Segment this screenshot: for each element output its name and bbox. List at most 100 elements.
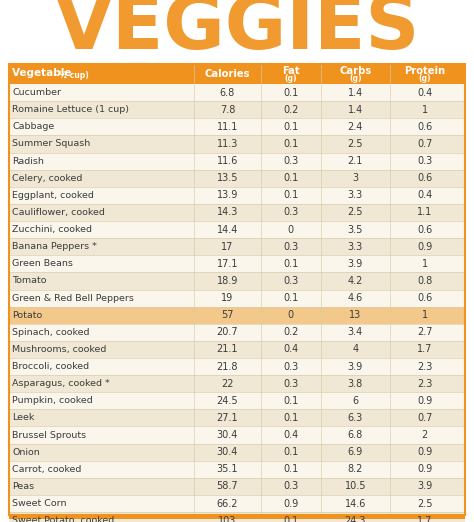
Text: 7.8: 7.8: [220, 105, 235, 115]
Text: Summer Squash: Summer Squash: [12, 139, 91, 148]
Text: 3.4: 3.4: [348, 327, 363, 337]
Text: 3.3: 3.3: [348, 191, 363, 200]
Text: 0.3: 0.3: [283, 362, 299, 372]
Bar: [9, 84, 465, 101]
Text: 13: 13: [349, 310, 362, 320]
Text: 0.9: 0.9: [417, 396, 432, 406]
Text: Pumpkin, cooked: Pumpkin, cooked: [12, 396, 93, 405]
Text: 0.4: 0.4: [283, 345, 299, 354]
Text: Potato: Potato: [12, 311, 43, 319]
Bar: [9, 444, 465, 461]
Text: Cabbage: Cabbage: [12, 122, 55, 132]
Text: 3.5: 3.5: [347, 224, 363, 234]
Text: Carbs: Carbs: [339, 66, 372, 76]
Text: 0: 0: [288, 224, 294, 234]
Text: (g): (g): [349, 74, 362, 83]
Bar: [9, 512, 465, 522]
Text: 103: 103: [218, 516, 237, 522]
Text: 1: 1: [422, 259, 428, 269]
Text: 11.1: 11.1: [217, 122, 238, 132]
Text: 0.1: 0.1: [283, 122, 299, 132]
Text: Sweet Potato, cooked: Sweet Potato, cooked: [12, 516, 115, 522]
Text: 2.4: 2.4: [347, 122, 363, 132]
Bar: [9, 170, 465, 187]
Text: Sweet Corn: Sweet Corn: [12, 499, 67, 508]
Text: 58.7: 58.7: [217, 481, 238, 491]
Text: Broccoli, cooked: Broccoli, cooked: [12, 362, 90, 371]
Text: 2.1: 2.1: [347, 156, 363, 166]
Text: Zucchini, cooked: Zucchini, cooked: [12, 225, 92, 234]
Bar: [9, 238, 465, 255]
Bar: [9, 255, 465, 272]
Bar: [9, 306, 465, 324]
Text: 6.3: 6.3: [348, 413, 363, 423]
Text: 1: 1: [422, 105, 428, 115]
Text: 14.3: 14.3: [217, 207, 238, 218]
Text: Fat: Fat: [282, 66, 300, 76]
Bar: [9, 64, 465, 515]
Text: 3.8: 3.8: [348, 378, 363, 389]
Text: 0.2: 0.2: [283, 105, 299, 115]
Text: 10.5: 10.5: [345, 481, 366, 491]
Text: 24.5: 24.5: [217, 396, 238, 406]
Text: Peas: Peas: [12, 482, 35, 491]
Text: 6: 6: [352, 396, 358, 406]
Text: 3.9: 3.9: [348, 362, 363, 372]
Text: 0.2: 0.2: [283, 327, 299, 337]
Text: Carrot, cooked: Carrot, cooked: [12, 465, 82, 474]
Text: 4: 4: [352, 345, 358, 354]
Text: Mushrooms, cooked: Mushrooms, cooked: [12, 345, 107, 354]
Text: Leek: Leek: [12, 413, 35, 422]
Text: 30.4: 30.4: [217, 447, 238, 457]
Text: 0.3: 0.3: [283, 207, 299, 218]
Text: 24.3: 24.3: [345, 516, 366, 522]
Text: 1.7: 1.7: [417, 345, 432, 354]
Text: 0.3: 0.3: [283, 481, 299, 491]
Text: 4.2: 4.2: [347, 276, 363, 286]
Text: 0.3: 0.3: [283, 156, 299, 166]
Text: Vegetable: Vegetable: [12, 68, 75, 78]
Text: 6.8: 6.8: [220, 88, 235, 98]
Text: Banana Peppers *: Banana Peppers *: [12, 242, 97, 251]
Bar: [9, 375, 465, 392]
Text: Romaine Lettuce (1 cup): Romaine Lettuce (1 cup): [12, 105, 129, 114]
Text: 3.3: 3.3: [348, 242, 363, 252]
Text: 0.9: 0.9: [417, 447, 432, 457]
Text: 0.9: 0.9: [417, 464, 432, 474]
Bar: [9, 341, 465, 358]
Text: 14.6: 14.6: [345, 499, 366, 508]
Text: 21.1: 21.1: [217, 345, 238, 354]
Text: 0.1: 0.1: [283, 447, 299, 457]
Text: Celery, cooked: Celery, cooked: [12, 174, 82, 183]
Text: 11.6: 11.6: [217, 156, 238, 166]
Text: 30.4: 30.4: [217, 430, 238, 440]
Text: 4.6: 4.6: [348, 293, 363, 303]
Text: Cauliflower, cooked: Cauliflower, cooked: [12, 208, 105, 217]
Bar: [9, 204, 465, 221]
Text: 66.2: 66.2: [217, 499, 238, 508]
Text: 0.9: 0.9: [283, 499, 299, 508]
Text: VEGGIES: VEGGIES: [55, 0, 419, 65]
Text: 0.3: 0.3: [283, 378, 299, 389]
Text: 3.9: 3.9: [348, 259, 363, 269]
Text: 0.7: 0.7: [417, 413, 432, 423]
Text: Brussel Sprouts: Brussel Sprouts: [12, 431, 86, 440]
Text: 0.1: 0.1: [283, 516, 299, 522]
Text: 3: 3: [352, 173, 358, 183]
Text: 0.1: 0.1: [283, 139, 299, 149]
Bar: [9, 272, 465, 290]
Text: 0.1: 0.1: [283, 173, 299, 183]
Text: 0.1: 0.1: [283, 293, 299, 303]
Text: 0.1: 0.1: [283, 88, 299, 98]
Text: 8.2: 8.2: [347, 464, 363, 474]
Text: 22: 22: [221, 378, 234, 389]
Text: ½ cup): ½ cup): [59, 70, 89, 80]
Text: 57: 57: [221, 310, 234, 320]
Text: 0.6: 0.6: [417, 173, 432, 183]
Text: 1: 1: [422, 310, 428, 320]
Bar: [9, 358, 465, 375]
Text: 21.8: 21.8: [217, 362, 238, 372]
Bar: [9, 64, 465, 84]
Text: 0.4: 0.4: [417, 191, 432, 200]
Text: Radish: Radish: [12, 157, 44, 165]
